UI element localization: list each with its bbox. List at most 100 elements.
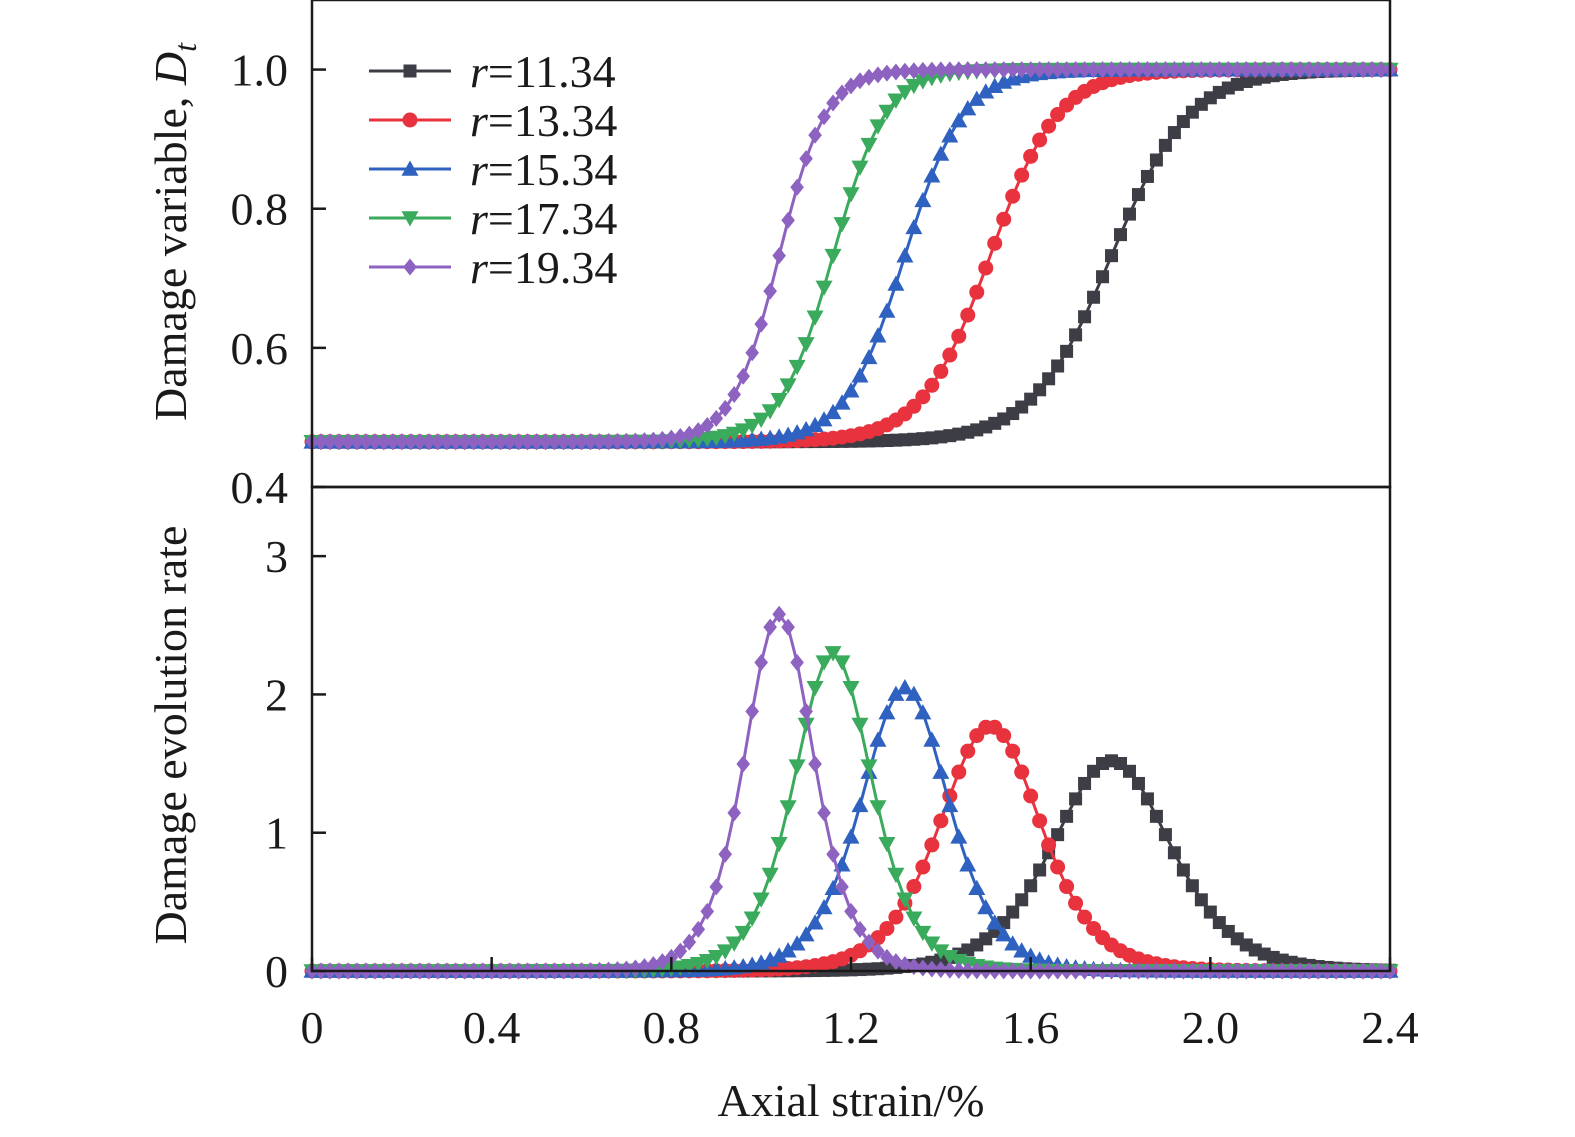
damage-evolution-rate-point [1005,743,1021,759]
damage-variable-point [941,127,959,143]
damage-variable-point [842,382,860,398]
damage-evolution-rate-point [826,845,840,863]
damage-variable-y-ticks: 0.4 0.6 0.8 1.0 [231,45,326,513]
legend: r=11.34r=13.34r=15.34r=17.34r=19.34 [369,46,617,293]
damage-evolution-rate-point [888,909,904,925]
damage-evolution-rate-point [1014,764,1030,780]
damage-variable-point [727,386,742,404]
damage-evolution-rate-point [853,920,867,938]
damage-variable-point [1203,61,1218,79]
damage-variable-point [978,260,994,276]
damage-evolution-rate-point [698,954,716,970]
damage-evolution-rate-point [924,837,940,853]
damage-variable-point [1041,61,1056,79]
damage-variable-point [1032,61,1047,79]
damage-evolution-rate-point [1140,792,1154,806]
damage-variable-panel: 0.4 0.6 0.8 1.0 [231,45,1399,513]
damage-variable-point [413,433,427,451]
damage-variable-point [1257,61,1272,79]
damage-evolution-rate-point [1158,828,1172,842]
damage-variable-point [1122,61,1137,79]
damage-variable-point [1078,310,1092,324]
damage-variable-point [1032,132,1048,148]
damage-variable-point [395,433,409,451]
damage-evolution-rate-point [815,655,833,671]
damage-variable-point [815,411,833,427]
damage-variable-point [889,63,903,81]
damage-evolution-rate-point [772,605,786,623]
damage-evolution-rate-point [869,800,887,816]
damage-variable-point [851,367,869,383]
damage-variable-point [923,167,941,183]
damage-variable-point [1230,61,1245,79]
damage-variable-point [386,433,400,451]
damage-evolution-rate-point [815,898,833,915]
damage-variable-point [896,85,914,101]
damage-evolution-rate-point [1022,947,1040,963]
damage-variable-point [943,61,957,79]
damage-variable-point [547,433,562,451]
damage-variable-point [851,160,869,176]
damage-evolution-rate-point [806,680,824,697]
x-axis-title: Axial strain/% [718,1075,985,1126]
damage-evolution-rate-point [736,755,750,773]
damage-evolution-rate-point [986,914,1004,930]
damage-variable-point [942,347,958,363]
damage-variable-point [350,433,364,451]
damage-evolution-rate-point [995,926,1013,942]
damage-evolution-rate-series-1 [305,754,1397,978]
damage-evolution-rate-point [1015,893,1029,907]
legend-label: r=11.34 [470,46,616,97]
damage-evolution-rate-point [797,926,815,942]
damage-evolution-rate-point [905,685,923,701]
damage-evolution-rate-series-group [303,605,1399,980]
damage-variable-point [1374,61,1388,79]
damage-variable-point [790,178,804,196]
damage-variable-point [1365,61,1379,79]
damage-variable-point [914,191,932,208]
damage-evolution-rate-point [1004,935,1022,951]
damage-variable-point [986,77,1004,93]
damage-variable-point [1248,61,1263,79]
damage-variable-point [1131,61,1146,79]
damage-evolution-rate-y-tick-label: 1 [265,808,288,859]
damage-evolution-rate-point [673,942,688,960]
damage-variable-point [1131,188,1145,202]
damage-evolution-rate-point [941,949,959,966]
damage-variable-point [1104,61,1119,79]
damage-evolution-rate-y-axis-title: Damage evolution rate [145,526,196,945]
damage-evolution-rate-point [745,702,759,720]
damage-variable-point [781,211,795,229]
damage-evolution-rate-point [923,731,941,747]
damage-evolution-rate-point [851,796,869,813]
damage-variable-point [835,84,849,102]
damage-variable-point [1014,167,1030,183]
damage-variable-point [1311,61,1325,79]
damage-variable-point [1113,61,1128,79]
damage-variable-point [1041,118,1057,134]
damage-variable-point [987,61,1002,79]
damage-evolution-rate-point [844,902,858,920]
x-tick-label: 0 [301,1002,324,1053]
damage-variable-point [933,363,949,379]
damage-variable-point [1023,61,1038,79]
damage-variable-point [969,61,984,79]
damage-variable-point [565,433,580,451]
x-tick-label: 1.6 [1002,1002,1060,1053]
damage-variable-point [1194,61,1209,79]
damage-variable-point [844,77,858,95]
damage-variable-point [1158,61,1173,79]
legend-marker [401,211,419,227]
damage-variable-point [924,377,940,393]
damage-variable-point [1158,138,1172,152]
damage-evolution-rate-point [1149,809,1163,823]
damage-variable-point [806,416,824,432]
damage-evolution-rate-y-ticks: 0 1 2 3 [265,531,326,997]
damage-variable-point [754,315,768,333]
damage-variable-point [538,433,553,451]
damage-variable-point [824,403,842,420]
damage-variable-point [833,217,851,233]
damage-evolution-rate-point [727,804,742,822]
damage-variable-point [887,93,905,109]
